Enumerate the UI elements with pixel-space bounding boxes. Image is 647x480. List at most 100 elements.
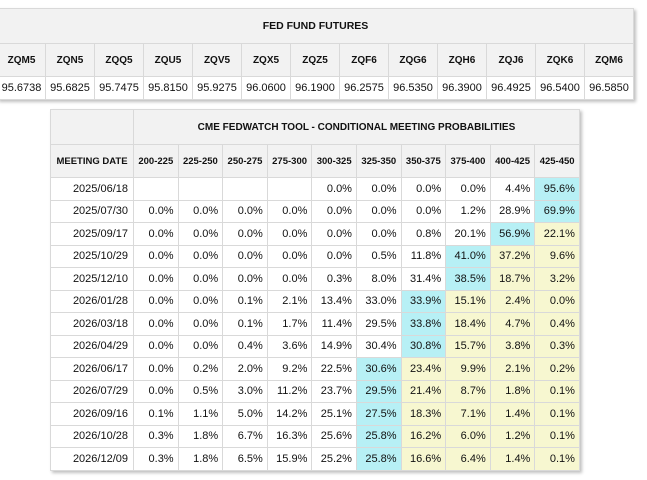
probability-cell: 25.8% — [355, 447, 402, 471]
futures-price-cell: 96.3900 — [437, 76, 487, 100]
probability-cell: 15.9% — [266, 447, 313, 471]
probability-cell: 13.4% — [311, 289, 357, 313]
probability-cell: 0.0% — [177, 267, 224, 291]
probability-cell: 27.5% — [355, 402, 402, 426]
meeting-date-cell: 2026/09/16 — [50, 402, 134, 426]
probability-cell: 0.3% — [133, 447, 179, 471]
probability-cell: 5.0% — [222, 402, 268, 426]
probability-cell: 16.6% — [400, 447, 447, 471]
futures-contract-header: ZQV5 — [192, 43, 242, 77]
probability-cell: 0.0% — [222, 199, 268, 223]
rate-range-header: 350-375 — [400, 144, 447, 178]
probability-cell: 16.2% — [400, 424, 447, 448]
probability-cell: 0.0% — [222, 267, 268, 291]
probability-cell: 9.9% — [445, 357, 491, 381]
probability-cell: 0.0% — [177, 199, 224, 223]
probability-cell: 3.2% — [534, 267, 580, 291]
probability-cell: 1.8% — [177, 447, 224, 471]
probability-cell: 0.0% — [177, 289, 224, 313]
probability-cell: 22.5% — [311, 357, 357, 381]
probability-cell: 1.1% — [177, 402, 224, 426]
probability-cell: 0.0% — [133, 267, 179, 291]
futures-contract-header: ZQK6 — [535, 43, 585, 77]
futures-contract-header: ZQH6 — [437, 43, 487, 77]
probability-cell: 16.3% — [266, 424, 313, 448]
probability-cell: 0.0% — [133, 312, 179, 336]
probability-cell: 21.4% — [400, 379, 447, 403]
probability-cell: 33.9% — [400, 289, 447, 313]
probability-cell: 0.0% — [266, 199, 313, 223]
probability-cell: 6.7% — [222, 424, 268, 448]
probability-cell: 0.2% — [534, 357, 580, 381]
meeting-date-cell: 2025/09/17 — [50, 222, 134, 246]
probability-cell: 25.8% — [355, 424, 402, 448]
probability-cell: 29.5% — [355, 379, 402, 403]
rate-range-header: 400-425 — [489, 144, 536, 178]
probability-cell: 22.1% — [534, 222, 580, 246]
probability-cell: 38.5% — [445, 267, 491, 291]
rate-range-header: 375-400 — [445, 144, 491, 178]
probability-cell: 0.0% — [266, 267, 313, 291]
fedwatch-title-spacer — [50, 109, 134, 145]
probability-cell: 23.7% — [311, 379, 357, 403]
probability-cell: 0.0% — [133, 334, 179, 358]
probability-cell: 95.6% — [534, 177, 580, 201]
probability-cell: 0.0% — [177, 222, 224, 246]
futures-price-cell: 96.0600 — [241, 76, 291, 100]
probability-cell: 0.0% — [355, 177, 402, 201]
probability-cell: 0.1% — [222, 289, 268, 313]
meeting-row: 2026/07/29 0.0% 0.5% 3.0% 11.2% 23.7% 29.5% 21.… — [50, 379, 580, 403]
probability-cell: 0.5% — [355, 244, 402, 268]
probability-cell: 11.8% — [400, 244, 447, 268]
probability-cell: 0.0% — [177, 312, 224, 336]
meeting-date-cell: 2025/06/18 — [50, 177, 134, 201]
futures-contract-header: ZQG6 — [388, 43, 438, 77]
meeting-row: 2026/03/18 0.0% 0.0% 0.1% 1.7% 11.4% 29.5% 33.8… — [50, 312, 580, 336]
probability-cell — [266, 177, 313, 201]
probability-cell — [222, 177, 268, 201]
probability-cell: 6.0% — [445, 424, 491, 448]
probability-cell: 4.7% — [489, 312, 536, 336]
probability-cell: 33.8% — [400, 312, 447, 336]
futures-contract-header: ZQN5 — [45, 43, 95, 77]
probability-cell: 6.5% — [222, 447, 268, 471]
probability-cell — [133, 177, 179, 201]
meeting-row: 2026/06/17 0.0% 0.2% 2.0% 9.2% 22.5% 30.6% 23.4… — [50, 357, 580, 381]
futures-price-cell: 96.5350 — [388, 76, 438, 100]
rate-range-header: 425-450 — [534, 144, 580, 178]
meeting-row: 2026/04/29 0.0% 0.0% 0.4% 3.6% 14.9% 30.4% 30.8… — [50, 334, 580, 358]
probability-cell: 3.8% — [489, 334, 536, 358]
probability-cell: 31.4% — [400, 267, 447, 291]
probability-cell: 0.0% — [222, 222, 268, 246]
futures-contract-header: ZQZ5 — [290, 43, 340, 77]
probability-cell: 0.0% — [133, 244, 179, 268]
probability-cell: 0.1% — [133, 402, 179, 426]
probability-cell: 3.0% — [222, 379, 268, 403]
probability-cell: 2.4% — [489, 289, 536, 313]
probability-cell: 41.0% — [445, 244, 491, 268]
probability-cell: 1.8% — [177, 424, 224, 448]
meeting-date-cell: 2026/01/28 — [50, 289, 134, 313]
probability-cell: 0.0% — [133, 289, 179, 313]
probability-cell: 0.0% — [355, 199, 402, 223]
probability-cell: 18.3% — [400, 402, 447, 426]
probability-cell: 15.7% — [445, 334, 491, 358]
meeting-row: 2025/06/18 0.0% 0.0% 0.0% 0.0% 4.4% 95.6% — [50, 177, 580, 201]
probability-cell: 1.2% — [489, 424, 536, 448]
futures-price-cell: 96.5850 — [584, 76, 634, 100]
probability-cell: 69.9% — [534, 199, 580, 223]
probability-cell: 1.4% — [489, 402, 536, 426]
futures-price-cell: 95.9275 — [192, 76, 242, 100]
futures-price-cell: 95.8150 — [143, 76, 193, 100]
probability-cell: 0.0% — [177, 334, 224, 358]
futures-price-cell: 95.7475 — [94, 76, 144, 100]
probability-cell: 2.1% — [266, 289, 313, 313]
rate-range-header: 325-350 — [355, 144, 402, 178]
probability-cell: 0.0% — [355, 222, 402, 246]
probability-cell: 1.4% — [489, 447, 536, 471]
fed-fund-futures-table: FED FUND FUTURES ZQM5 ZQN5 ZQQ5 ZQU5 ZQV5 ZQX… — [0, 8, 634, 100]
probability-cell: 28.9% — [489, 199, 536, 223]
futures-contract-header: ZQX5 — [241, 43, 291, 77]
probability-cell: 1.2% — [445, 199, 491, 223]
probability-cell: 0.0% — [400, 199, 447, 223]
